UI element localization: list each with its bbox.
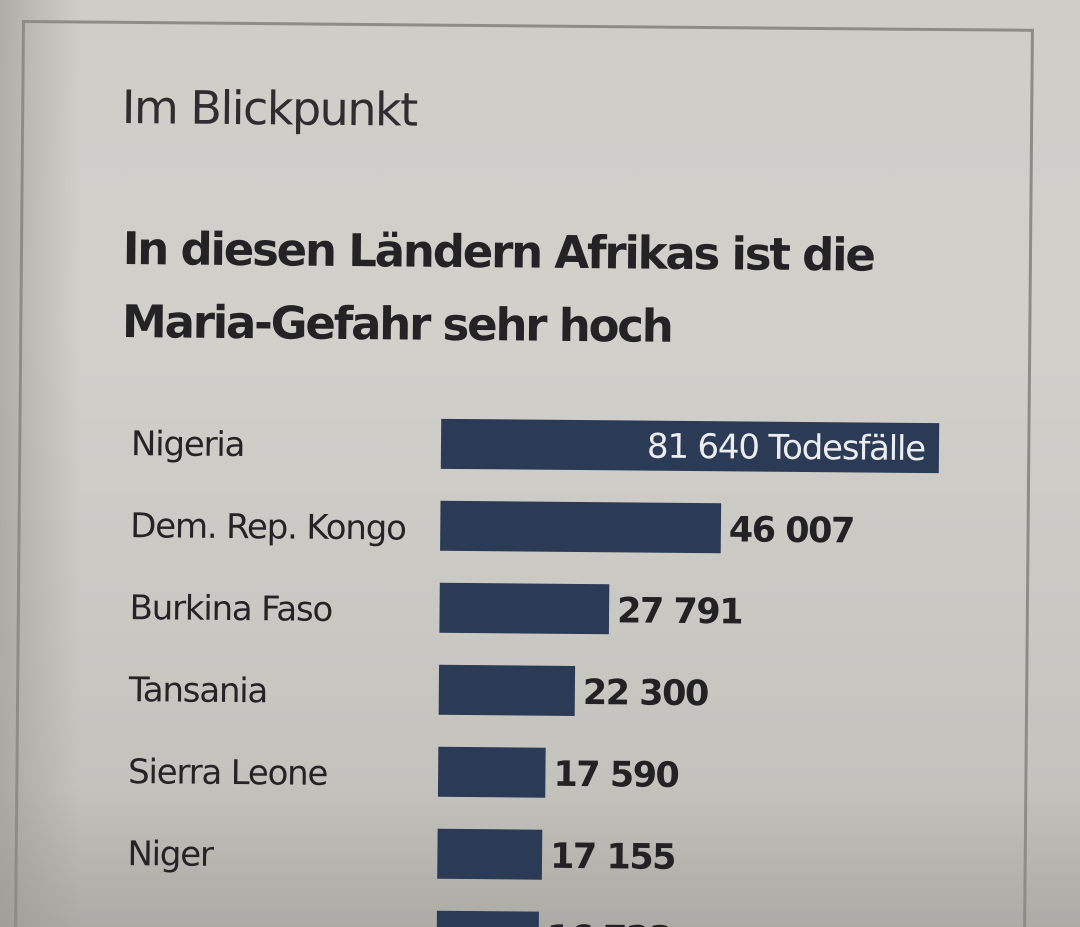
value-label: 46 007 bbox=[729, 510, 854, 551]
value-label: 81 640 Todesfälle bbox=[647, 427, 926, 469]
value-label: 27 791 bbox=[617, 591, 742, 632]
category-label: Tansania bbox=[128, 670, 268, 711]
bar bbox=[437, 828, 543, 880]
bar bbox=[440, 500, 722, 554]
bar bbox=[440, 418, 940, 474]
bar bbox=[436, 910, 539, 927]
bar bbox=[439, 582, 610, 635]
bar-row: Niger 17 155 bbox=[127, 828, 675, 880]
bar-row: Dem. Rep. Kongo 46 007 bbox=[130, 500, 854, 554]
page-shadow-left bbox=[0, 0, 80, 927]
bar-row: Tansania 22 300 bbox=[128, 664, 708, 716]
bar-row: Nigeria 81 640 Todesfälle bbox=[131, 418, 940, 474]
bar-row: 16 723 bbox=[436, 910, 672, 927]
value-label: 17 155 bbox=[550, 837, 675, 878]
bar bbox=[437, 746, 546, 798]
bar-row: Sierra Leone 17 590 bbox=[128, 746, 679, 798]
category-label: Dem. Rep. Kongo bbox=[130, 506, 406, 548]
value-label: 17 590 bbox=[553, 755, 678, 796]
category-label: Sierra Leone bbox=[128, 752, 328, 794]
bar bbox=[438, 664, 576, 716]
category-label: Nigeria bbox=[131, 424, 245, 465]
value-label: 16 723 bbox=[547, 919, 672, 927]
value-label: 22 300 bbox=[583, 673, 708, 714]
bar-row: Burkina Faso 27 791 bbox=[129, 582, 742, 635]
category-label: Niger bbox=[127, 834, 214, 875]
category-label: Burkina Faso bbox=[129, 588, 332, 630]
